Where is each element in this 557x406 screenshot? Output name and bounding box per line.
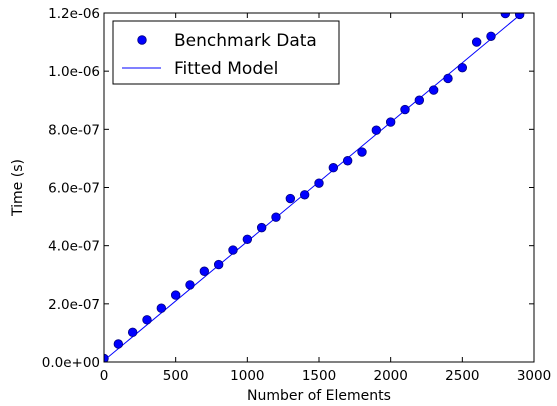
y-tick-label: 6.0e-07 <box>48 181 100 197</box>
data-point <box>414 95 425 105</box>
y-tick-label: 4.0e-07 <box>48 239 100 255</box>
data-point <box>271 212 281 222</box>
x-tick-label: 3000 <box>517 368 551 384</box>
y-tick-label: 1.0e-06 <box>48 64 100 80</box>
data-point <box>228 245 238 255</box>
data-point <box>242 234 253 244</box>
data-points-layer <box>104 13 525 362</box>
y-tick-label: 1.2e-06 <box>48 6 100 22</box>
fit-line-layer <box>104 13 524 361</box>
data-point <box>127 327 138 338</box>
y-tick-label: 0.0e+00 <box>42 355 100 371</box>
data-point <box>142 315 152 325</box>
data-point <box>471 37 482 47</box>
legend: Benchmark Data Fitted Model <box>112 20 340 85</box>
data-point <box>500 13 511 19</box>
data-point <box>285 193 296 204</box>
y-tick-label: 2.0e-07 <box>48 297 100 313</box>
x-tick-label: 2500 <box>445 368 479 384</box>
data-point <box>342 156 353 166</box>
data-point <box>256 222 267 233</box>
data-point <box>104 353 109 362</box>
data-point <box>185 280 195 290</box>
x-tick-label: 1500 <box>302 368 336 384</box>
data-point <box>199 266 210 276</box>
data-point <box>443 73 453 84</box>
data-point <box>486 31 496 41</box>
x-tick-label: 0 <box>100 368 109 384</box>
data-point <box>428 85 439 95</box>
legend-label-fitted-model: Fitted Model <box>174 59 278 79</box>
x-tick-label: 1000 <box>230 368 264 384</box>
data-point <box>371 125 382 135</box>
data-point <box>170 290 181 300</box>
data-point <box>299 190 310 200</box>
ticks-layer: 0 500 1000 1500 2000 2500 3000 0.0e+00 2.0e-07 4.… <box>42 6 551 384</box>
data-point <box>385 117 396 127</box>
fitted-model-line <box>104 13 524 361</box>
data-point <box>457 62 468 73</box>
x-tick-label: 2000 <box>373 368 407 384</box>
legend-box <box>112 20 340 85</box>
legend-marker-benchmark-data <box>137 35 147 45</box>
data-point <box>514 13 525 20</box>
data-point <box>213 259 224 270</box>
data-point <box>113 339 124 349</box>
data-point <box>314 178 324 188</box>
data-point <box>156 303 167 313</box>
y-tick-label: 8.0e-07 <box>48 122 100 138</box>
x-tick-label: 500 <box>163 368 189 384</box>
y-axis-label: Time (s) <box>10 159 26 217</box>
legend-label-benchmark-data: Benchmark Data <box>174 31 317 51</box>
x-axis-label: Number of Elements <box>247 388 391 404</box>
data-point <box>357 147 367 157</box>
data-point <box>328 163 339 173</box>
data-point <box>400 104 410 115</box>
